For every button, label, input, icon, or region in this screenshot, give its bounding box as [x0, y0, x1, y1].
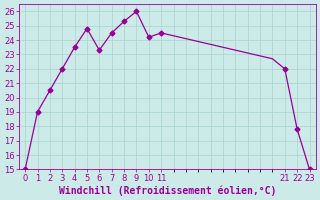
X-axis label: Windchill (Refroidissement éolien,°C): Windchill (Refroidissement éolien,°C): [59, 185, 276, 196]
